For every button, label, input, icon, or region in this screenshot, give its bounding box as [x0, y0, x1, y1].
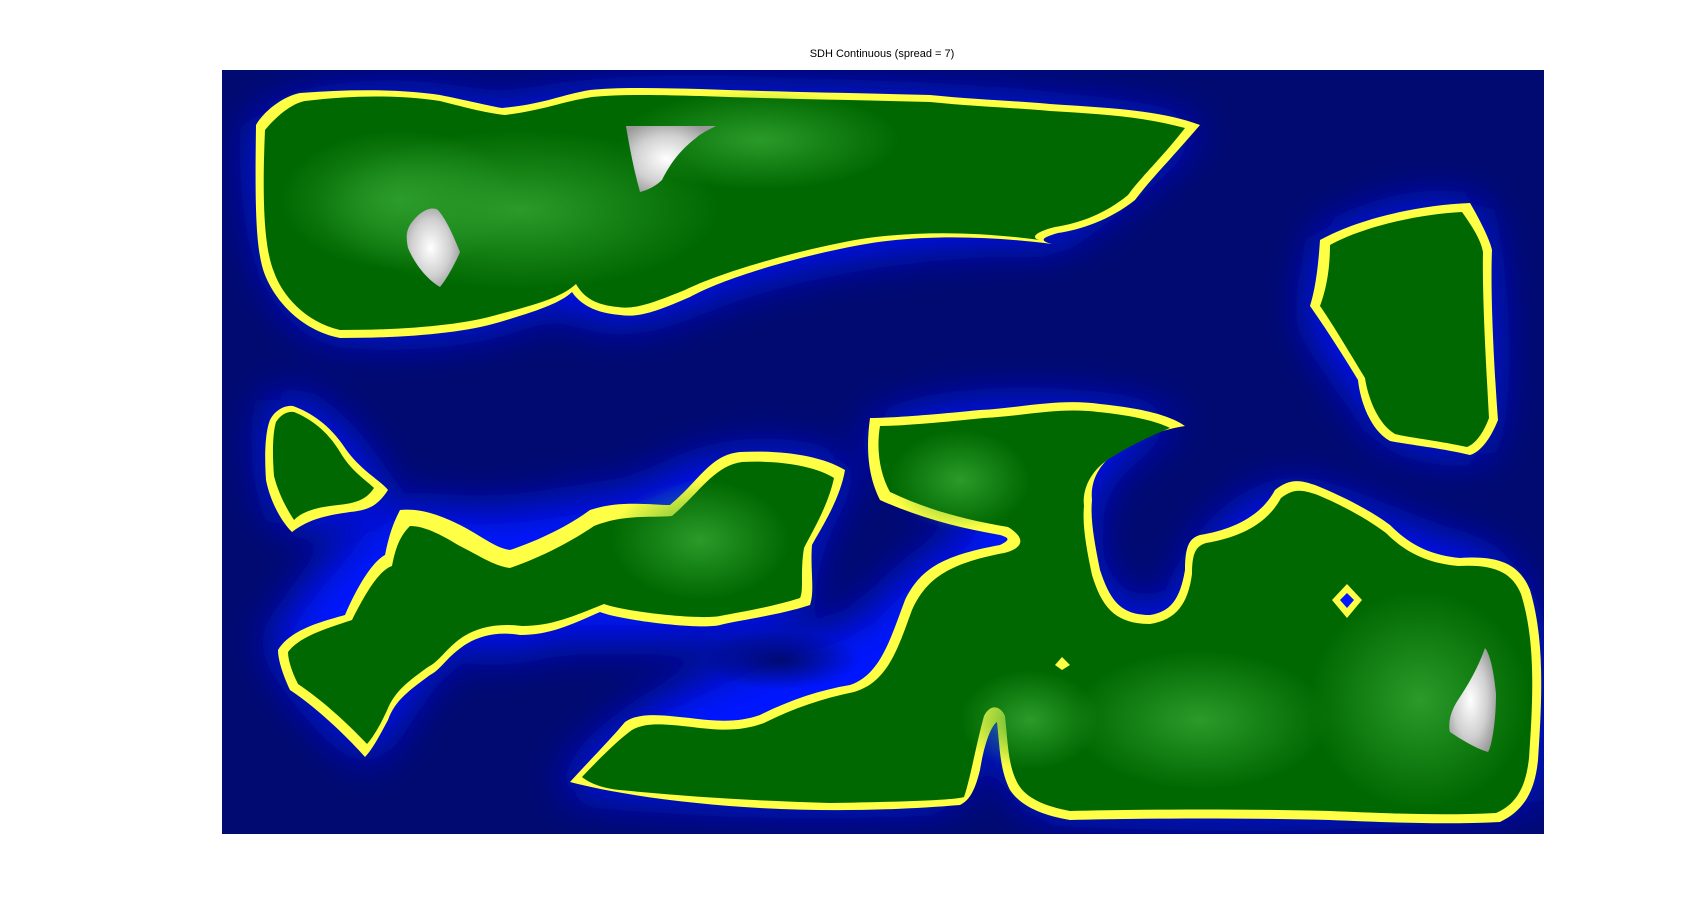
hill-highlights — [280, 90, 1530, 810]
land-island-west-small — [272, 411, 374, 520]
peak-south-east — [1449, 648, 1496, 752]
peaks — [406, 126, 1496, 752]
islet-diamond-water — [1340, 593, 1354, 608]
terrain-map — [222, 70, 1544, 834]
peak-north-west — [406, 208, 460, 287]
land-island-east — [1320, 212, 1489, 447]
peak-north-center — [626, 126, 716, 192]
islets — [1055, 584, 1362, 670]
deep-water-patches — [370, 80, 1544, 690]
terrain-map-svg — [222, 70, 1544, 834]
figure-title: SDH Continuous (spread = 7) — [809, 48, 955, 60]
islet-small — [1055, 657, 1070, 670]
